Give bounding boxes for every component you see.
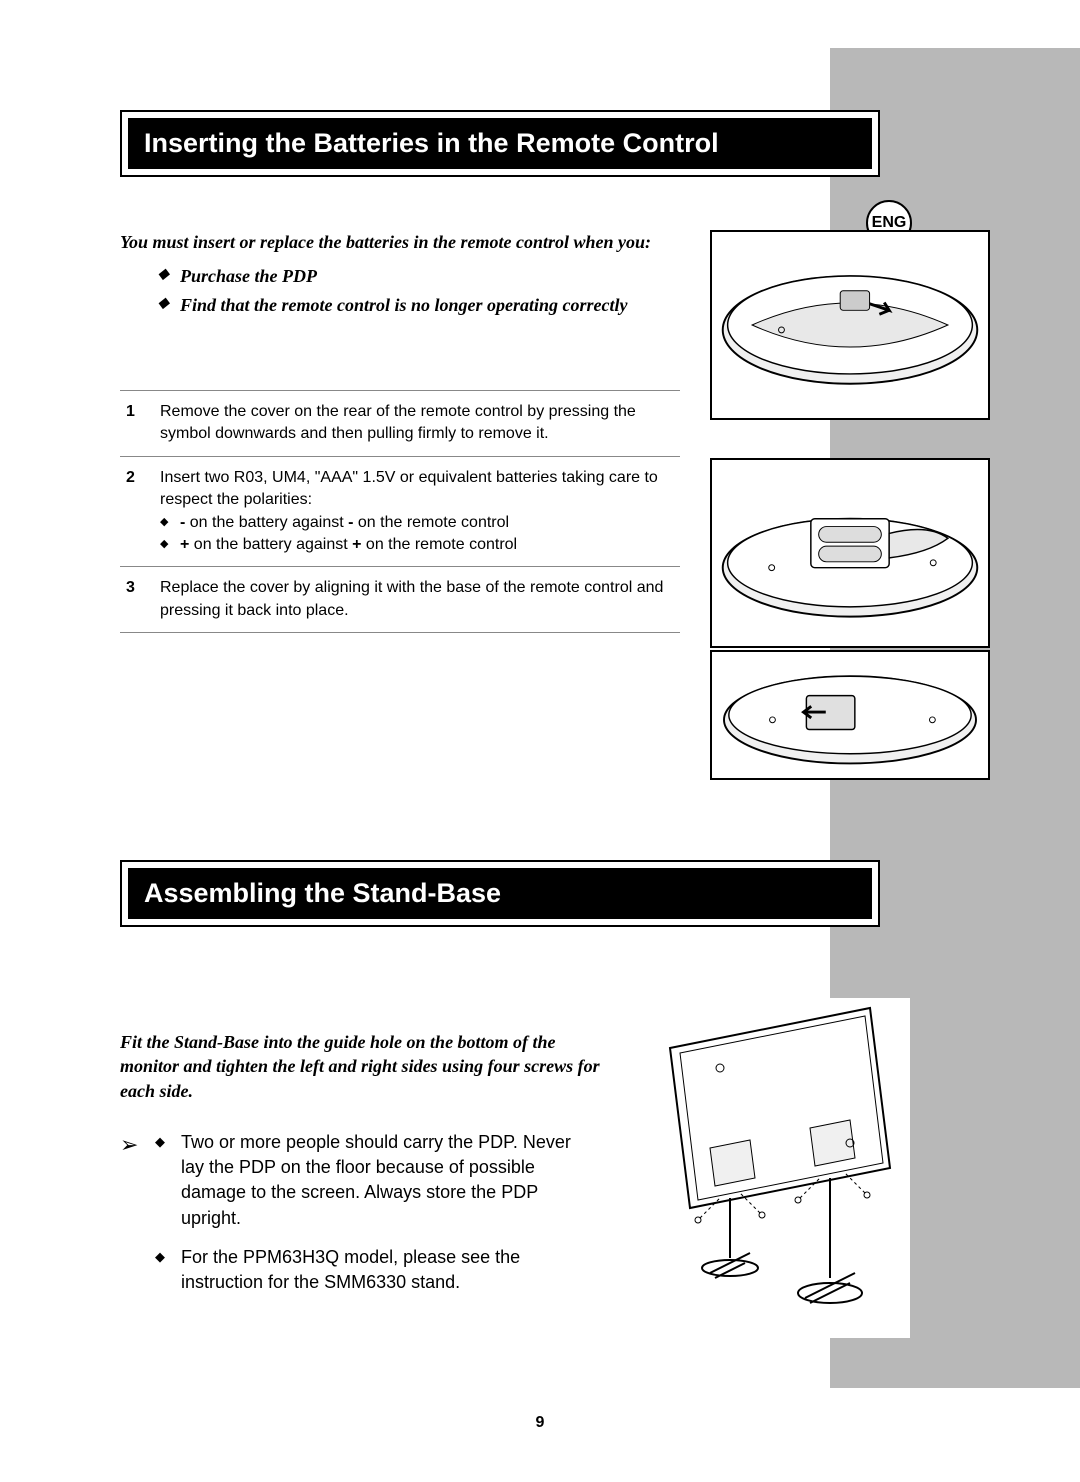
section1-header: Inserting the Batteries in the Remote Co… (120, 110, 880, 177)
stand-assembly-illustration (640, 998, 910, 1338)
section2-title: Assembling the Stand-Base (126, 866, 874, 921)
intro-bullet: Purchase the PDP (158, 264, 680, 288)
section1-intro-bullets: Purchase the PDP Find that the remote co… (120, 264, 680, 317)
step-sub-bullet: + on the battery against + on the remote… (160, 534, 680, 556)
section1-intro-text: You must insert or replace the batteries… (120, 232, 651, 252)
note-item: Two or more people should carry the PDP.… (155, 1130, 585, 1231)
step-body: Remove the cover on the rear of the remo… (160, 401, 680, 446)
step-row: 2 Insert two R03, UM4, "AAA" 1.5V or equ… (120, 456, 680, 567)
note-items: Two or more people should carry the PDP.… (155, 1130, 585, 1309)
figure-cover-replace (710, 650, 990, 780)
batteries-illustration (712, 460, 988, 646)
step-body: Replace the cover by aligning it with th… (160, 577, 680, 622)
step-text: Insert two R03, UM4, "AAA" 1.5V or equiv… (160, 469, 658, 508)
remote-cover-illustration (712, 232, 988, 418)
section2-intro: Fit the Stand-Base into the guide hole o… (120, 1030, 600, 1103)
figure-stand-assembly (640, 998, 910, 1338)
note-arrow-icon: ➢ (120, 1130, 150, 1161)
figure-remote-cover (710, 230, 990, 420)
section2-header: Assembling the Stand-Base (120, 860, 880, 927)
intro-bullet: Find that the remote control is no longe… (158, 293, 680, 317)
section1-title: Inserting the Batteries in the Remote Co… (126, 116, 874, 171)
section1-intro: You must insert or replace the batteries… (120, 230, 680, 321)
step-row: 1 Remove the cover on the rear of the re… (120, 390, 680, 456)
page-number: 9 (536, 1414, 545, 1432)
step-number: 1 (120, 401, 160, 446)
step-number: 2 (120, 467, 160, 557)
cover-replace-illustration (712, 652, 988, 778)
figure-batteries (710, 458, 990, 648)
step-sub-bullet: - on the battery against - on the remote… (160, 512, 680, 534)
step-number: 3 (120, 577, 160, 622)
step-row: 3 Replace the cover by aligning it with … (120, 566, 680, 633)
section2-notes: ➢ Two or more people should carry the PD… (120, 1130, 600, 1309)
note-item: For the PPM63H3Q model, please see the i… (155, 1245, 585, 1295)
steps-list: 1 Remove the cover on the rear of the re… (120, 390, 680, 633)
step-body: Insert two R03, UM4, "AAA" 1.5V or equiv… (160, 467, 680, 557)
